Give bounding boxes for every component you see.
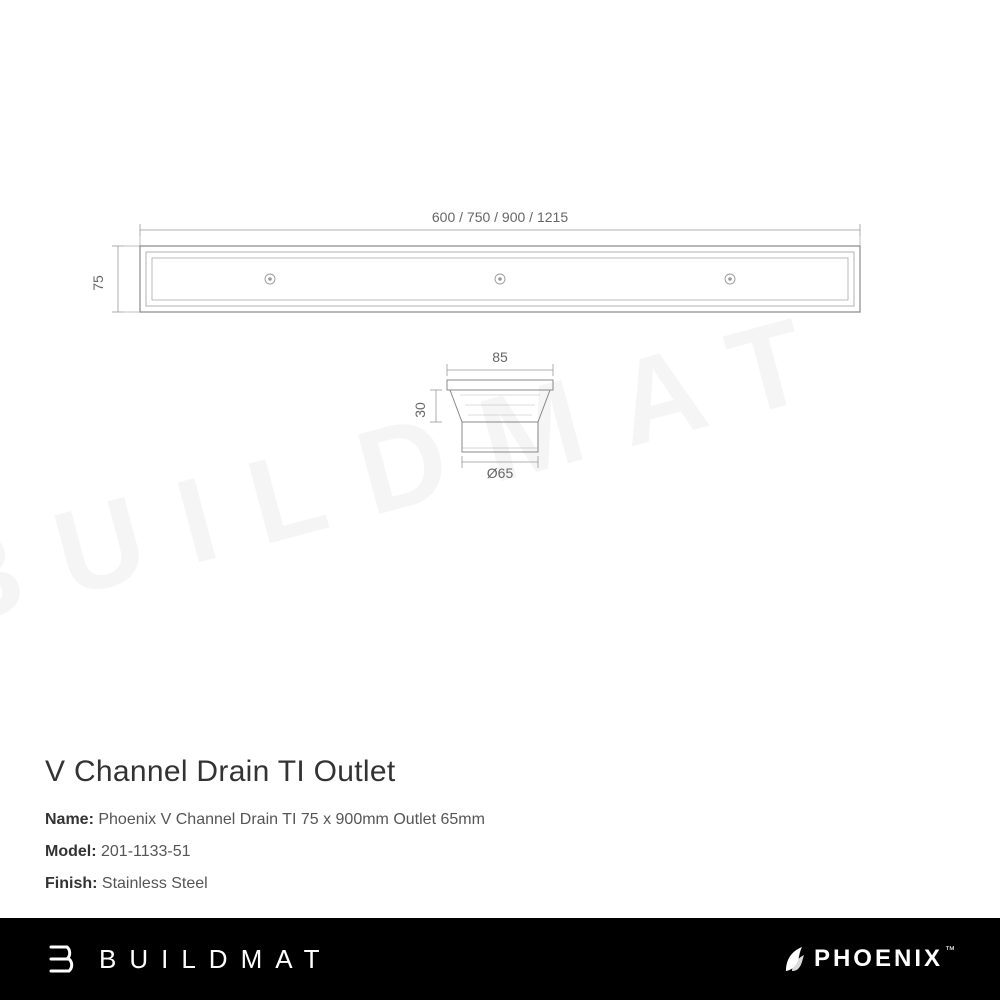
product-finish-row: Finish: Stainless Steel [45,875,945,893]
technical-diagram: 600 / 750 / 900 / 1215 75 85 [0,210,1000,500]
name-value: Phoenix V Channel Drain TI 75 x 900mm Ou… [98,811,485,828]
brand-left: BUILDMAT [45,941,333,977]
footer-bar: BUILDMAT PHOENIX™ [0,918,1000,1000]
phoenix-logo-text: PHOENIX [814,945,943,972]
name-label: Name: [45,811,94,828]
phoenix-logo-icon [782,945,806,973]
diagram-svg: 600 / 750 / 900 / 1215 75 85 [0,210,1000,500]
product-title: V Channel Drain TI Outlet [45,755,945,789]
buildmat-logo-text: BUILDMAT [99,944,333,975]
finish-value: Stainless Steel [102,875,208,892]
height-dim-label: 75 [90,275,106,291]
outlet-dia-label: Ø65 [487,465,514,481]
product-model-row: Model: 201-1133-51 [45,843,945,861]
outlet-height-label: 30 [412,402,428,418]
buildmat-logo-icon [45,941,81,977]
length-dim-label: 600 / 750 / 900 / 1215 [432,210,568,225]
product-name-row: Name: Phoenix V Channel Drain TI 75 x 90… [45,811,945,829]
outlet-view: 85 30 Ø65 [412,349,553,481]
finish-label: Finish: [45,875,97,892]
model-label: Model: [45,843,97,860]
trademark-symbol: ™ [945,945,955,956]
model-value: 201-1133-51 [101,843,191,860]
top-view: 600 / 750 / 900 / 1215 75 [90,210,860,312]
outlet-top-width-label: 85 [492,349,508,365]
brand-right: PHOENIX™ [782,945,955,973]
product-info: V Channel Drain TI Outlet Name: Phoenix … [45,755,945,907]
